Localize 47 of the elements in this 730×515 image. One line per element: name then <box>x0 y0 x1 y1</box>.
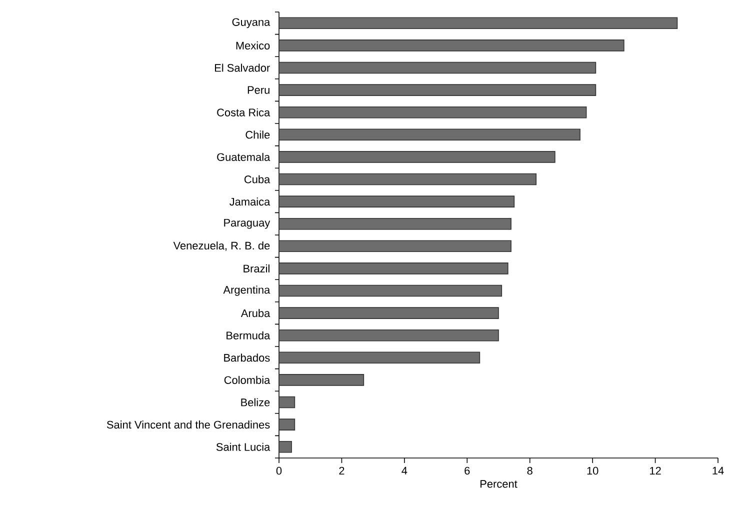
y-tick-label: Aruba <box>240 309 270 318</box>
bar <box>279 106 587 118</box>
y-tick-label: Venezuela, R. B. de <box>173 241 270 251</box>
y-tick-label: Guatemala <box>217 152 270 161</box>
y-tick-label: Peru <box>248 86 270 94</box>
x-tick-label: 12 <box>650 466 661 475</box>
x-tick-label: 0 <box>276 466 282 475</box>
bar <box>279 352 480 364</box>
y-tick-label: Costa Rica <box>217 108 270 116</box>
bar <box>279 40 624 52</box>
bar <box>279 329 499 342</box>
y-tick-label: Argentina <box>223 286 270 296</box>
bar <box>279 196 515 208</box>
x-tick-label: 10 <box>587 466 598 475</box>
bar <box>279 84 596 96</box>
y-tick-label: Barbados <box>224 354 270 362</box>
y-tick-label: El Salvador <box>215 64 270 72</box>
bar <box>279 262 508 274</box>
y-tick-label: Cuba <box>244 175 270 184</box>
y-tick-label: Chile <box>246 130 270 139</box>
bar <box>279 374 364 386</box>
bar <box>279 62 596 74</box>
bar <box>279 128 580 141</box>
bar <box>279 284 502 297</box>
y-tick-label: Saint Vincent and the Grenadines <box>106 420 270 429</box>
x-tick-label: 14 <box>712 466 724 474</box>
x-axis-title: Percent <box>480 480 518 488</box>
y-tick-label: Paraguay <box>224 218 270 229</box>
x-tick-label: 2 <box>339 466 344 475</box>
bar <box>279 396 296 408</box>
y-tick-label: Jamaica <box>230 198 270 206</box>
bar <box>279 17 678 30</box>
bar <box>279 173 537 186</box>
y-tick-label: Mexico <box>236 41 270 50</box>
x-tick-label: 8 <box>527 466 532 475</box>
y-tick-label: Saint Lucia <box>216 442 270 451</box>
x-tick-label: 6 <box>464 466 470 475</box>
bar <box>279 307 499 319</box>
bar <box>279 151 556 163</box>
y-tick-label: Bermuda <box>226 331 270 340</box>
y-tick-label: Belize <box>241 398 270 406</box>
y-tick-label: Guyana <box>232 18 270 28</box>
bar <box>279 240 512 252</box>
bar <box>279 218 512 230</box>
x-tick-label: 4 <box>402 466 408 474</box>
y-tick-label: Brazil <box>244 264 270 272</box>
y-tick-label: Colombia <box>224 376 270 384</box>
